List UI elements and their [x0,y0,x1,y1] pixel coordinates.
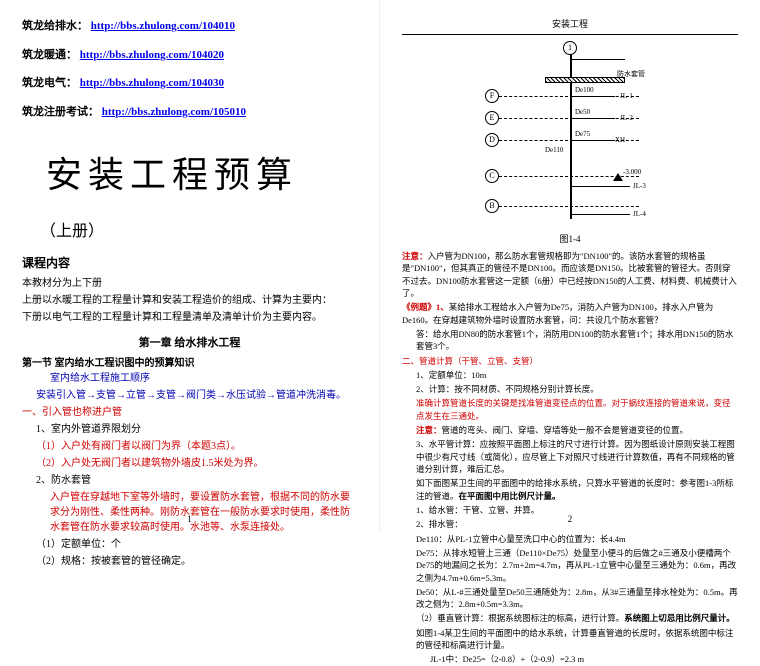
right-page: 安装工程 F E D C B 1 [380,0,760,532]
lab-d100: De100 [575,85,594,96]
right-header: 安装工程 [402,18,738,35]
page-number-left: 1 [187,513,192,527]
one-a2: （2）入户处无阀门者以建筑物外墙皮1.5米处为界。 [36,456,357,471]
br-1 [570,96,615,97]
link-row-4: 筑龙注册考试： http://bbs.zhulong.com/105010 [22,104,357,121]
lab-fw: 防水套管 [617,69,645,80]
p3b: 2、计算：按不同材质、不同规格分别计算长度。 [416,383,738,395]
link-label-4: 筑龙注册考试： [22,106,99,118]
p3p: 如图1-4某卫生间的平面图中的给水系统，计算垂直管道的长度时，依据系统图中标注的… [416,627,738,652]
lab-jl2: JL-2 [620,113,633,124]
figure-caption: 图1-4 [402,233,738,247]
p3m: De50：从L-#三通处量至De50三通随处为：2.8m，从3#三通量至排水栓处… [416,586,738,611]
blue-line-1: 室内给水工程施工顺序 [50,371,357,386]
p3j: 2、排水管： [416,518,738,530]
book-subtitle: （上册） [40,220,357,244]
grid-f: F [485,89,499,103]
p3: 二、管道计算（干管、立管、支管） [402,355,738,367]
hline-top [570,59,625,60]
axis-vertical [570,49,572,219]
lab-jl4: JL-4 [633,209,646,220]
course-heading: 课程内容 [22,254,357,272]
link-row-1: 筑龙给排水： http://bbs.zhulong.com/104010 [22,18,357,35]
one-b-text: 入户管在穿越地下室等外墙时，要设置防水套管，根据不同的防水要求分为刚性、柔性两种… [50,490,357,535]
wall-hatch [545,77,625,83]
p3f: 3、水平管计算：应按照平面图上标注的尺寸进行计算。因为图纸设计原则安装工程图中很… [416,438,738,475]
p3a: 1、定额单位：10m [416,369,738,381]
left-page: 筑龙给排水： http://bbs.zhulong.com/104010 筑龙暖… [0,0,380,532]
p3c: 准确计算管道长度的关键是找准管道变径点的位置。对于蜗纹连接的管道来说，变径点发生… [416,397,738,422]
link-row-2: 筑龙暖通： http://bbs.zhulong.com/104020 [22,47,357,64]
p2c: 答：给水用DN80的防水套管1个，消防用DN100的防水套管1个；排水用DN15… [416,328,738,353]
level-triangle-icon [613,173,623,181]
grid-b: B [485,199,499,213]
lab-d50: De50 [575,107,590,118]
p3h: 在平面图中用比例尺计量。 [459,491,561,501]
p3l: De75：从排水短管上三通（De110×De75）处量至小便斗的后做之#三通及小… [416,547,738,584]
course-line-2: 上册以水暖工程的工程量计算和安装工程造价的组成、计算为主要内： [22,293,357,308]
gl-f [499,96,639,97]
one-a1: （1）入户处有阀门者以阀门为界（本题3点）。 [36,439,357,454]
lab-jl1: JL-1 [620,91,633,102]
course-line-1: 本教材分为上下册 [22,276,357,291]
lab-level: -3.000 [623,167,641,178]
blue-line-2: 安装引入管→支管→立管→支管→阀门类→水压试验→管道冲洗消毒。 [36,388,357,403]
p2a: 《例题》1、 [402,302,449,312]
one-d: （2）规格：按被套管的管径确定。 [36,554,357,569]
lab-d110: De110 [545,145,563,156]
lab-jl3: JL-3 [633,181,646,192]
one-a: 1、室内外管道界限划分 [36,422,357,437]
link-row-3: 筑龙电气： http://bbs.zhulong.com/104030 [22,75,357,92]
link-1[interactable]: http://bbs.zhulong.com/104010 [91,20,235,32]
grid-c: C [485,169,499,183]
p3d: 注意： [416,425,442,435]
grid-1: 1 [563,41,577,55]
br-2 [570,118,615,119]
lab-d75: De75 [575,129,590,140]
grid-d: D [485,133,499,147]
grid-e: E [485,111,499,125]
section-heading: 第一节 室内给水工程识图中的预算知识 [22,356,357,371]
br-3 [570,140,615,141]
one-heading: 一、引入管也称进户管 [22,405,357,420]
p3o: 系统图上切忌用比例尺量计。 [624,613,735,623]
link-label-1: 筑龙给排水： [22,20,88,32]
book-title: 安装工程预算 [46,148,357,202]
chapter-heading: 第一章 给水排水工程 [22,335,357,352]
pipe-diagram: F E D C B 1 防水套管 De100 De50 De75 De110 X… [475,39,665,229]
p3e: 管道的弯头、阀门、穿墙、穿墙等处一般不会是管道变径的位置。 [442,425,689,435]
p3n: （2）垂直管计算：根据系统图标注的标高，进行计算。 [416,613,624,623]
link-label-3: 筑龙电气： [22,77,77,89]
lab-xh: XH [615,135,625,146]
br-5 [570,214,630,215]
p3q: JL-1中：De25=（2-0.8）+（2-0.9）=2.3 m [430,653,738,665]
gl-e [499,118,639,119]
br-4 [570,186,630,187]
right-text: 注意：入户管为DN100，那么防水套管规格即为"DN100"的。该防水套管的规格… [402,250,738,666]
course-line-3: 下册以电气工程的工程量计算和工程量清单及清单计价为主要内容。 [22,310,357,325]
one-c: （1）定额单位：个 [36,537,357,552]
link-3[interactable]: http://bbs.zhulong.com/104030 [80,77,224,89]
p3k: De110：从PL-1立管中心量至洗口中心的位置为：长4.4m [416,533,738,545]
p3i: 1、给水管：干管、立管、并算。 [416,504,738,516]
link-label-2: 筑龙暖通： [22,49,77,61]
p1b: 入户管为DN100，那么防水套管规格即为"DN100"的。该防水套管的规格虽是"… [402,251,737,298]
link-2[interactable]: http://bbs.zhulong.com/104020 [80,49,224,61]
p1a: 注意： [402,251,428,261]
gl-b [499,206,639,207]
one-b: 2、防水套管 [36,473,357,488]
page-number-right: 2 [568,513,573,527]
link-4[interactable]: http://bbs.zhulong.com/105010 [102,106,246,118]
p2b: 某给排水工程给水入户管为De75，消防入户管为DN100，排水入户管为De160… [402,302,713,324]
